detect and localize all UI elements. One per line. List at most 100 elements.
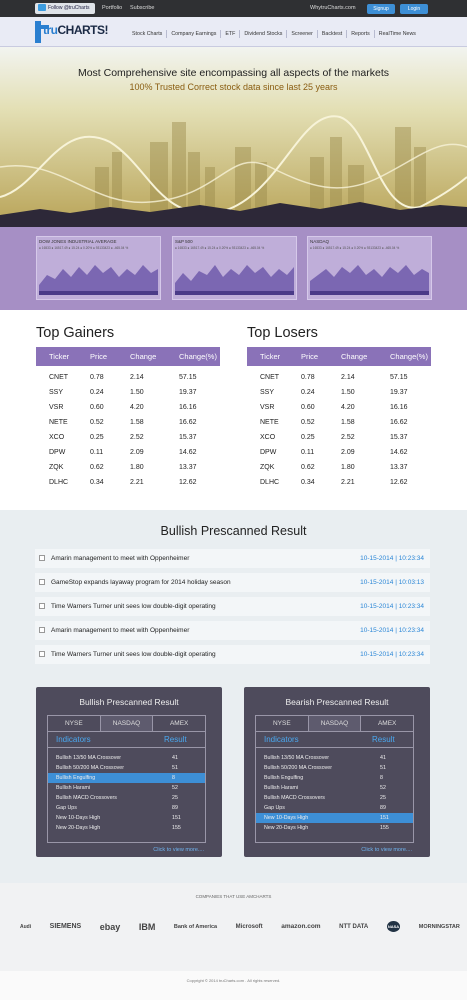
table-row[interactable]: NETE 0.52 1.58 16.62 [260,419,408,426]
nav-reports[interactable]: Reports [346,30,374,38]
amazon-logo: amazon.com [281,923,321,930]
indicator-row[interactable]: New 20-Days High 155 [264,825,389,831]
tab-nasdaq[interactable]: NASDAQ [308,716,362,731]
table-row[interactable]: ZQK 0.62 1.80 13.37 [260,464,408,471]
audi-logo: Audi [20,923,32,930]
tab-amex[interactable]: AMEX [169,720,189,727]
indicator-row[interactable]: Bullish 13/50 MA Crossover 41 [56,755,178,761]
indicator-row[interactable]: Bullish Engulfing 8 [264,775,383,781]
indicator-row[interactable]: Gap Ups 89 [56,805,178,811]
news-title: Bullish Prescanned Result [160,524,307,538]
top-gainers-title: Top Gainers [36,325,115,341]
table-row[interactable]: SSY 0.24 1.50 19.37 [49,389,197,396]
top-losers-table: Top Losers Ticker Price Change Change(%)… [247,325,431,490]
hero-title: Most Comprehensive site encompassing all… [77,67,390,79]
view-more-link[interactable]: Click to view more.... [361,847,412,853]
ibm-logo: IBM [138,921,156,932]
news-item[interactable]: Time Warners Turner unit sees low double… [35,645,430,664]
top-gainers-table: Top Gainers Ticker Price Change Change(%… [36,325,220,490]
nasdaq-chart [310,265,429,295]
table-row[interactable]: CNET 0.78 2.14 57.15 [260,374,408,381]
nav-backtest[interactable]: Backtest [316,30,346,38]
nav-etf[interactable]: ETF [220,30,239,38]
news-item[interactable]: Amarin management to meet with Oppenheim… [35,549,430,568]
table-row[interactable]: CNET 0.78 2.14 57.15 [49,374,197,381]
index-dashboard: DOW JONES INDUSTRIAL AVERAGE ● 16533 ● 1… [0,227,467,310]
tab-nyse[interactable]: NYSE [48,716,101,731]
indicator-row[interactable]: New 10-Days High 151 [256,813,413,823]
news-item[interactable]: Amarin management to meet with Oppenheim… [35,621,430,640]
table-row[interactable]: NETE 0.52 1.58 16.62 [49,419,197,426]
news-checkbox[interactable] [39,555,45,561]
nav-stock-charts[interactable]: Stock Charts [132,31,163,37]
footer: Copyright © 2014 truCharts.com . All rig… [0,971,467,1000]
indicator-row[interactable]: Bullish MACD Crossovers 25 [56,795,178,801]
news-section: Bullish Prescanned Result Amarin managem… [0,510,467,678]
subscribe-link[interactable]: Subscribe [130,5,155,11]
indicator-row[interactable]: Bullish 50/200 MA Crossover 51 [56,765,178,771]
table-row[interactable]: VSR 0.60 4.20 16.16 [260,404,408,411]
news-item[interactable]: Time Warners Turner unit sees low double… [35,597,430,616]
tab-nyse[interactable]: NYSE [256,716,309,731]
signup-button[interactable]: Signup [367,4,395,14]
view-more-link[interactable]: Click to view more.... [153,847,204,853]
bearish-scan-box: Bearish Prescanned Result NYSE NASDAQ AM… [244,687,430,857]
news-checkbox[interactable] [39,603,45,609]
table-header: Ticker Price Change Change(%) [247,347,431,366]
trucharts-logo[interactable]: truCHARTS! [35,21,108,43]
indicator-row[interactable]: New 20-Days High 155 [56,825,181,831]
ebay-logo: ebay [99,921,121,932]
indicator-row[interactable]: Bullish 13/50 MA Crossover 41 [264,755,386,761]
dow-jones-chart [39,265,158,295]
ntt-data-logo: NTT DATA [339,923,369,930]
siemens-logo: SIEMENS [49,923,82,930]
indicator-row[interactable]: Bullish Engulfing 8 [48,773,205,783]
companies-title: COMPANIES THAT USE AMCHARTS [195,894,272,899]
nasdaq-panel[interactable]: NASDAQ ● 16533 ● 16517.49 ● 15.24 ● 0.20… [307,236,432,300]
news-checkbox[interactable] [39,651,45,657]
nav-dividend-stocks[interactable]: Dividend Stocks [239,30,286,38]
nav-realtime-news[interactable]: RealTime News [373,30,420,38]
twitter-icon [38,4,46,12]
indicator-row[interactable]: New 10-Days High 151 [56,815,181,821]
hero-subtitle: 100% Trusted Correct stock data since la… [129,82,338,92]
news-checkbox[interactable] [39,579,45,585]
table-row[interactable]: XCO 0.25 2.52 15.37 [49,434,197,441]
indicator-row[interactable]: Gap Ups 89 [264,805,386,811]
main-nav: truCHARTS! Stock Charts Company Earnings… [0,17,467,47]
table-row[interactable]: DPW 0.11 2.09 14.62 [49,449,197,456]
indicator-row[interactable]: Bullish Harami 52 [264,785,386,791]
morningstar-logo: MORNINGSTAR [418,923,460,930]
top-losers-title: Top Losers [247,325,318,341]
prescan-section: Bullish Prescanned Result NYSE NASDAQ AM… [0,678,467,883]
top-bar: Follow @truCharts Portfolio Subscribe Wh… [0,0,467,17]
table-row[interactable]: DLHC 0.34 2.21 12.62 [260,479,408,486]
nav-screener[interactable]: Screener [286,30,317,38]
indicator-row[interactable]: Bullish MACD Crossovers 25 [264,795,386,801]
nasa-logo: NASA [386,921,401,932]
nav-company-earnings[interactable]: Company Earnings [166,30,220,38]
table-row[interactable]: XCO 0.25 2.52 15.37 [260,434,408,441]
hero-banner: Most Comprehensive site encompassing all… [0,47,467,227]
sp500-chart [175,265,294,295]
table-header: Ticker Price Change Change(%) [36,347,220,366]
indicator-row[interactable]: Bullish Harami 52 [56,785,178,791]
twitter-follow-button[interactable]: Follow @truCharts [35,3,95,14]
indicator-row[interactable]: Bullish 50/200 MA Crossover 51 [264,765,386,771]
tab-nasdaq[interactable]: NASDAQ [100,716,154,731]
microsoft-logo: Microsoft [235,923,263,930]
dow-jones-panel[interactable]: DOW JONES INDUSTRIAL AVERAGE ● 16533 ● 1… [36,236,161,300]
news-checkbox[interactable] [39,627,45,633]
tab-amex[interactable]: AMEX [377,720,397,727]
table-row[interactable]: DLHC 0.34 2.21 12.62 [49,479,197,486]
login-button[interactable]: Login [400,4,428,14]
table-row[interactable]: ZQK 0.62 1.80 13.37 [49,464,197,471]
table-row[interactable]: DPW 0.11 2.09 14.62 [260,449,408,456]
table-row[interactable]: SSY 0.24 1.50 19.37 [260,389,408,396]
table-row[interactable]: VSR 0.60 4.20 16.16 [49,404,197,411]
why-trucharts-link[interactable]: WhytruCharts.com [310,5,356,11]
portfolio-link[interactable]: Portfolio [102,5,123,11]
sp500-panel[interactable]: S&P 500 ● 16533 ● 16517.49 ● 15.24 ● 0.2… [172,236,297,300]
news-item[interactable]: GameStop expands layaway program for 201… [35,573,430,592]
companies-section: COMPANIES THAT USE AMCHARTS Audi SIEMENS… [0,883,467,971]
